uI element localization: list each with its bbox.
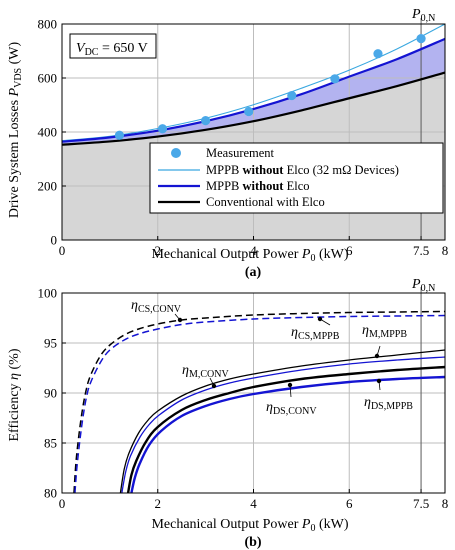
label-eta-cs-mppb: ηCS,MPPB — [291, 325, 340, 342]
panel-b-y-ticks: 80 85 90 95 100 — [38, 286, 66, 501]
vdc-annotation: VDC = 650 V — [69, 33, 157, 59]
measurement-point-5 — [330, 74, 340, 84]
panel-b-label: (b) — [244, 535, 261, 550]
panel-b-series — [73, 310, 446, 494]
legend-label-mppb: MPPB without Elco — [206, 179, 310, 193]
x-tick-label-0: 0 — [59, 496, 66, 511]
x-tick-label-3: 6 — [346, 496, 353, 511]
x-tick-label-2: 4 — [250, 243, 257, 258]
vdc-value: = 650 V — [98, 41, 147, 56]
x-tick-label-1: 2 — [155, 243, 162, 258]
panel-a-y-ticks: 0 200 400 600 800 — [38, 17, 66, 248]
line-eta-m-mppb — [121, 356, 446, 494]
line-eta-ds-conv — [126, 365, 446, 494]
panel-a-x-ticks: 0 2 4 6 7.5 8 — [59, 236, 449, 258]
y-tick-label-0: 80 — [44, 486, 57, 501]
y-tick-label-3: 95 — [44, 336, 57, 351]
svg-text:VDC = 650 V: VDC = 650 V — [76, 41, 148, 58]
panel-a-label: (a) — [245, 265, 262, 280]
y-tick-label-2: 400 — [38, 125, 58, 140]
line-eta-ds-mppb — [130, 375, 446, 494]
vdc-var: V — [76, 41, 86, 56]
x-tick-label-0: 0 — [59, 243, 66, 258]
measurement-point-0 — [114, 130, 125, 140]
panel-b-x-label: Mechanical Output Power P0 (kW) — [151, 517, 348, 534]
fill-between-mppb-conventional — [62, 38, 445, 145]
y-tick-label-1: 200 — [38, 179, 58, 194]
line-eta-cs-conv — [73, 310, 446, 494]
panel-a-y-label: Drive System Losses PVDS (W) — [7, 41, 24, 218]
p0n-label-a: P0,N — [411, 7, 435, 24]
x-tick-label-5: 8 — [442, 496, 449, 511]
x-tick-label-2: 4 — [250, 496, 257, 511]
y-tick-label-0: 0 — [51, 233, 58, 248]
measurement-point-2 — [201, 116, 211, 126]
panel-a-measurement-points — [114, 33, 426, 140]
measurement-point-4 — [287, 90, 297, 101]
label-eta-m-conv: ηM,CONV — [182, 363, 229, 380]
y-tick-label-4: 100 — [38, 286, 58, 301]
legend-label-mppb-32: MPPB without Elco (32 mΩ Devices) — [206, 163, 399, 177]
panel-b-chart: 0 2 4 6 7.5 8 80 85 90 95 100 P0,N ηCS,CONV ηCS,M… — [7, 277, 448, 550]
legend-label-conventional: Conventional with Elco — [206, 195, 325, 209]
panel-b-grid — [62, 287, 445, 493]
legend-marker-measurement — [171, 148, 181, 158]
line-eta-cs-mppb — [74, 314, 446, 494]
label-eta-ds-conv: ηDS,CONV — [266, 400, 317, 417]
label-eta-cs-conv: ηCS,CONV — [131, 298, 182, 315]
line-conventional — [61, 71, 446, 146]
panel-b-x-ticks: 0 2 4 6 7.5 8 — [59, 489, 449, 511]
line-eta-m-conv — [119, 349, 446, 494]
panel-a-x-label: Mechanical Output Power P0 (kW) — [151, 247, 348, 264]
panel-b-y-label: Efficiency η (%) — [7, 348, 22, 441]
panel-a-legend: Measurement MPPB without Elco (32 mΩ Dev… — [149, 142, 444, 214]
x-tick-label-3: 6 — [346, 243, 353, 258]
y-tick-label-1: 85 — [44, 436, 57, 451]
measurement-point-7 — [416, 33, 426, 44]
measurement-point-6 — [373, 49, 383, 59]
label-eta-m-mppb: ηM,MPPB — [362, 323, 407, 340]
measurement-point-1 — [157, 124, 168, 134]
x-tick-label-4: 7.5 — [413, 243, 429, 258]
p0n-label-b: P0,N — [411, 277, 435, 294]
vdc-sub: DC — [85, 47, 99, 58]
y-tick-label-4: 800 — [38, 17, 58, 32]
x-tick-label-1: 2 — [155, 496, 162, 511]
y-tick-label-3: 600 — [38, 71, 58, 86]
x-tick-label-5: 8 — [442, 243, 449, 258]
legend-label-measurement: Measurement — [206, 146, 275, 160]
label-eta-ds-mppb: ηDS,MPPB — [364, 395, 413, 412]
y-tick-label-2: 90 — [44, 386, 57, 401]
x-tick-label-4: 7.5 — [413, 496, 429, 511]
measurement-point-3 — [244, 106, 254, 117]
label-leaders — [174, 313, 382, 398]
